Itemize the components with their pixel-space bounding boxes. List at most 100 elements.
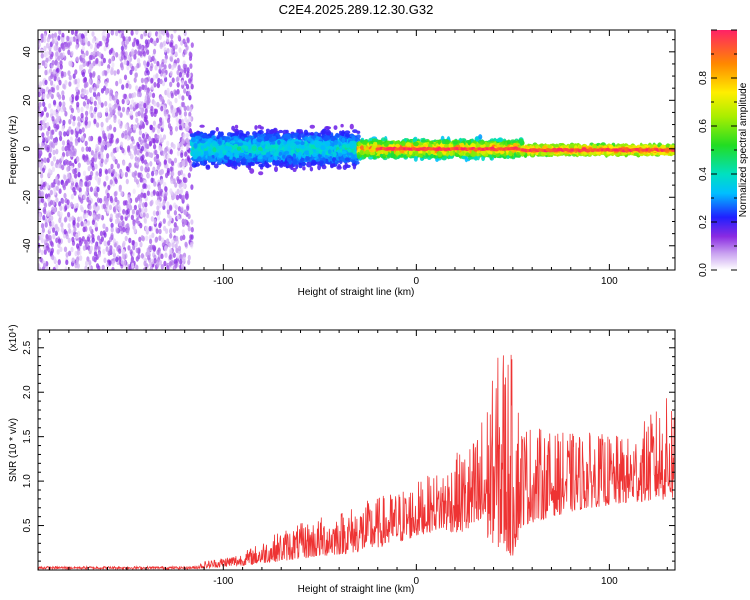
spectrogram-cell (133, 176, 138, 183)
spectrogram-cell (277, 139, 281, 145)
spectrogram-cell (206, 142, 210, 147)
spectrogram-cell (162, 200, 166, 207)
spectrogram-cell (49, 53, 53, 60)
spectrogram-cell (142, 212, 146, 218)
spectrogram-cell (282, 161, 287, 167)
spectrogram-cell (282, 154, 286, 159)
spectrogram-cell (341, 144, 346, 149)
spectrogram-cell (104, 100, 108, 107)
spectrogram-cell (44, 61, 48, 68)
spectrogram-cell (120, 45, 124, 52)
spectrogram-cell (137, 57, 141, 64)
spectrogram-cell (178, 72, 182, 78)
spectrogram-cell (163, 72, 167, 79)
spectrogram-cell (59, 205, 63, 211)
spectrogram-cell (302, 166, 306, 171)
spectrogram-cell (212, 147, 217, 153)
spectrogram-cell (128, 237, 132, 244)
spectrogram-cell (197, 151, 202, 156)
spectrogram-cell (170, 92, 174, 99)
spectrogram-cell (265, 133, 272, 139)
spectrogram-cell (340, 123, 344, 128)
spectrogram-cell (226, 151, 231, 157)
spectrogram-cell (76, 101, 80, 108)
spectrogram-cell (89, 245, 93, 252)
spectrogram-cell (344, 157, 350, 162)
spectrogram-cell (115, 52, 119, 58)
spectrogram-cell (92, 71, 96, 77)
spectrogram-cell (68, 250, 72, 257)
spectrogram-cell (70, 30, 75, 35)
spectrogram-cell (126, 223, 130, 229)
spectrogram-cell (136, 122, 140, 129)
spectrogram-cell (151, 92, 156, 99)
spectrogram-cell (85, 260, 89, 267)
spectrogram-cell (40, 197, 45, 204)
spectrogram-cell (180, 40, 184, 46)
spectrogram-cell (85, 241, 89, 248)
spectrogram-cell (171, 77, 175, 83)
spectrogram-cell (131, 262, 135, 269)
spectrogram-cell (56, 104, 60, 111)
spectrogram-cell (115, 256, 119, 263)
spectrogram-cell (77, 116, 81, 122)
spectrogram-cell (45, 50, 50, 57)
spectrogram-cell (81, 236, 85, 242)
spectrogram-cell (309, 166, 314, 172)
spectrogram-cell (43, 37, 47, 43)
spectrogram-cell (43, 33, 47, 39)
spectrogram-cell (169, 233, 173, 239)
spectrogram-cell (94, 244, 98, 250)
spectrogram-cell (70, 107, 74, 114)
spectrogram-cell (105, 246, 109, 252)
spectrogram-cell (173, 62, 177, 69)
spectrogram-cell (126, 60, 130, 66)
spectrogram-cell (106, 208, 110, 214)
spectrogram-cell (52, 69, 56, 75)
spectrogram-cell (174, 97, 178, 104)
spectrogram-cell (180, 206, 184, 212)
spectrogram-cell (175, 76, 179, 83)
spectrogram-cell (229, 140, 236, 144)
spectrogram-cell (111, 260, 115, 266)
spectrogram-cell (89, 226, 93, 232)
spectrogram-cell (44, 202, 48, 208)
spectrogram-cell (68, 160, 72, 167)
spectrogram-cell (137, 110, 141, 117)
spectrogram-cell (339, 130, 342, 135)
spectrogram-cell (173, 210, 177, 216)
spectrogram-cell (61, 198, 65, 205)
spectrogram-cell (324, 141, 331, 147)
spectrogram-cell (159, 169, 163, 176)
spectrogram-cell (158, 64, 162, 70)
spectrogram-cell (75, 233, 79, 239)
spectrogram-cell (127, 126, 131, 132)
spectrogram-cell (234, 131, 239, 136)
spectrogram-cell (190, 42, 194, 48)
spectrogram-cell (183, 219, 187, 226)
spectrogram-cell (117, 30, 121, 34)
spectrogram-cell (109, 213, 113, 219)
spectrogram-cell (62, 101, 66, 107)
spectrogram-cell (51, 206, 55, 213)
spectrogram-cell (175, 235, 179, 242)
spectrogram-cell (105, 41, 109, 48)
spectrogram-cell (54, 118, 58, 124)
spectrogram-cell (110, 30, 115, 36)
spectrogram-cell (60, 53, 64, 60)
spectrogram-cell (122, 248, 126, 255)
spectrogram-cell (147, 173, 151, 179)
spectrogram-cell (59, 60, 63, 66)
spectrogram-cell (46, 135, 51, 142)
spectrogram-cell (171, 111, 176, 118)
spectrogram-cell (156, 158, 160, 164)
spectrogram-cell (105, 88, 109, 94)
spectrogram-cell (159, 179, 163, 185)
spectrogram-cell (151, 244, 156, 251)
spectrogram-cell (91, 219, 95, 226)
spectrogram-cell (99, 197, 103, 204)
spectrogram-cell (163, 260, 167, 267)
spectrogram-cell (89, 87, 93, 94)
spectrogram-cell (109, 95, 113, 102)
spectrogram-cell (134, 144, 138, 151)
